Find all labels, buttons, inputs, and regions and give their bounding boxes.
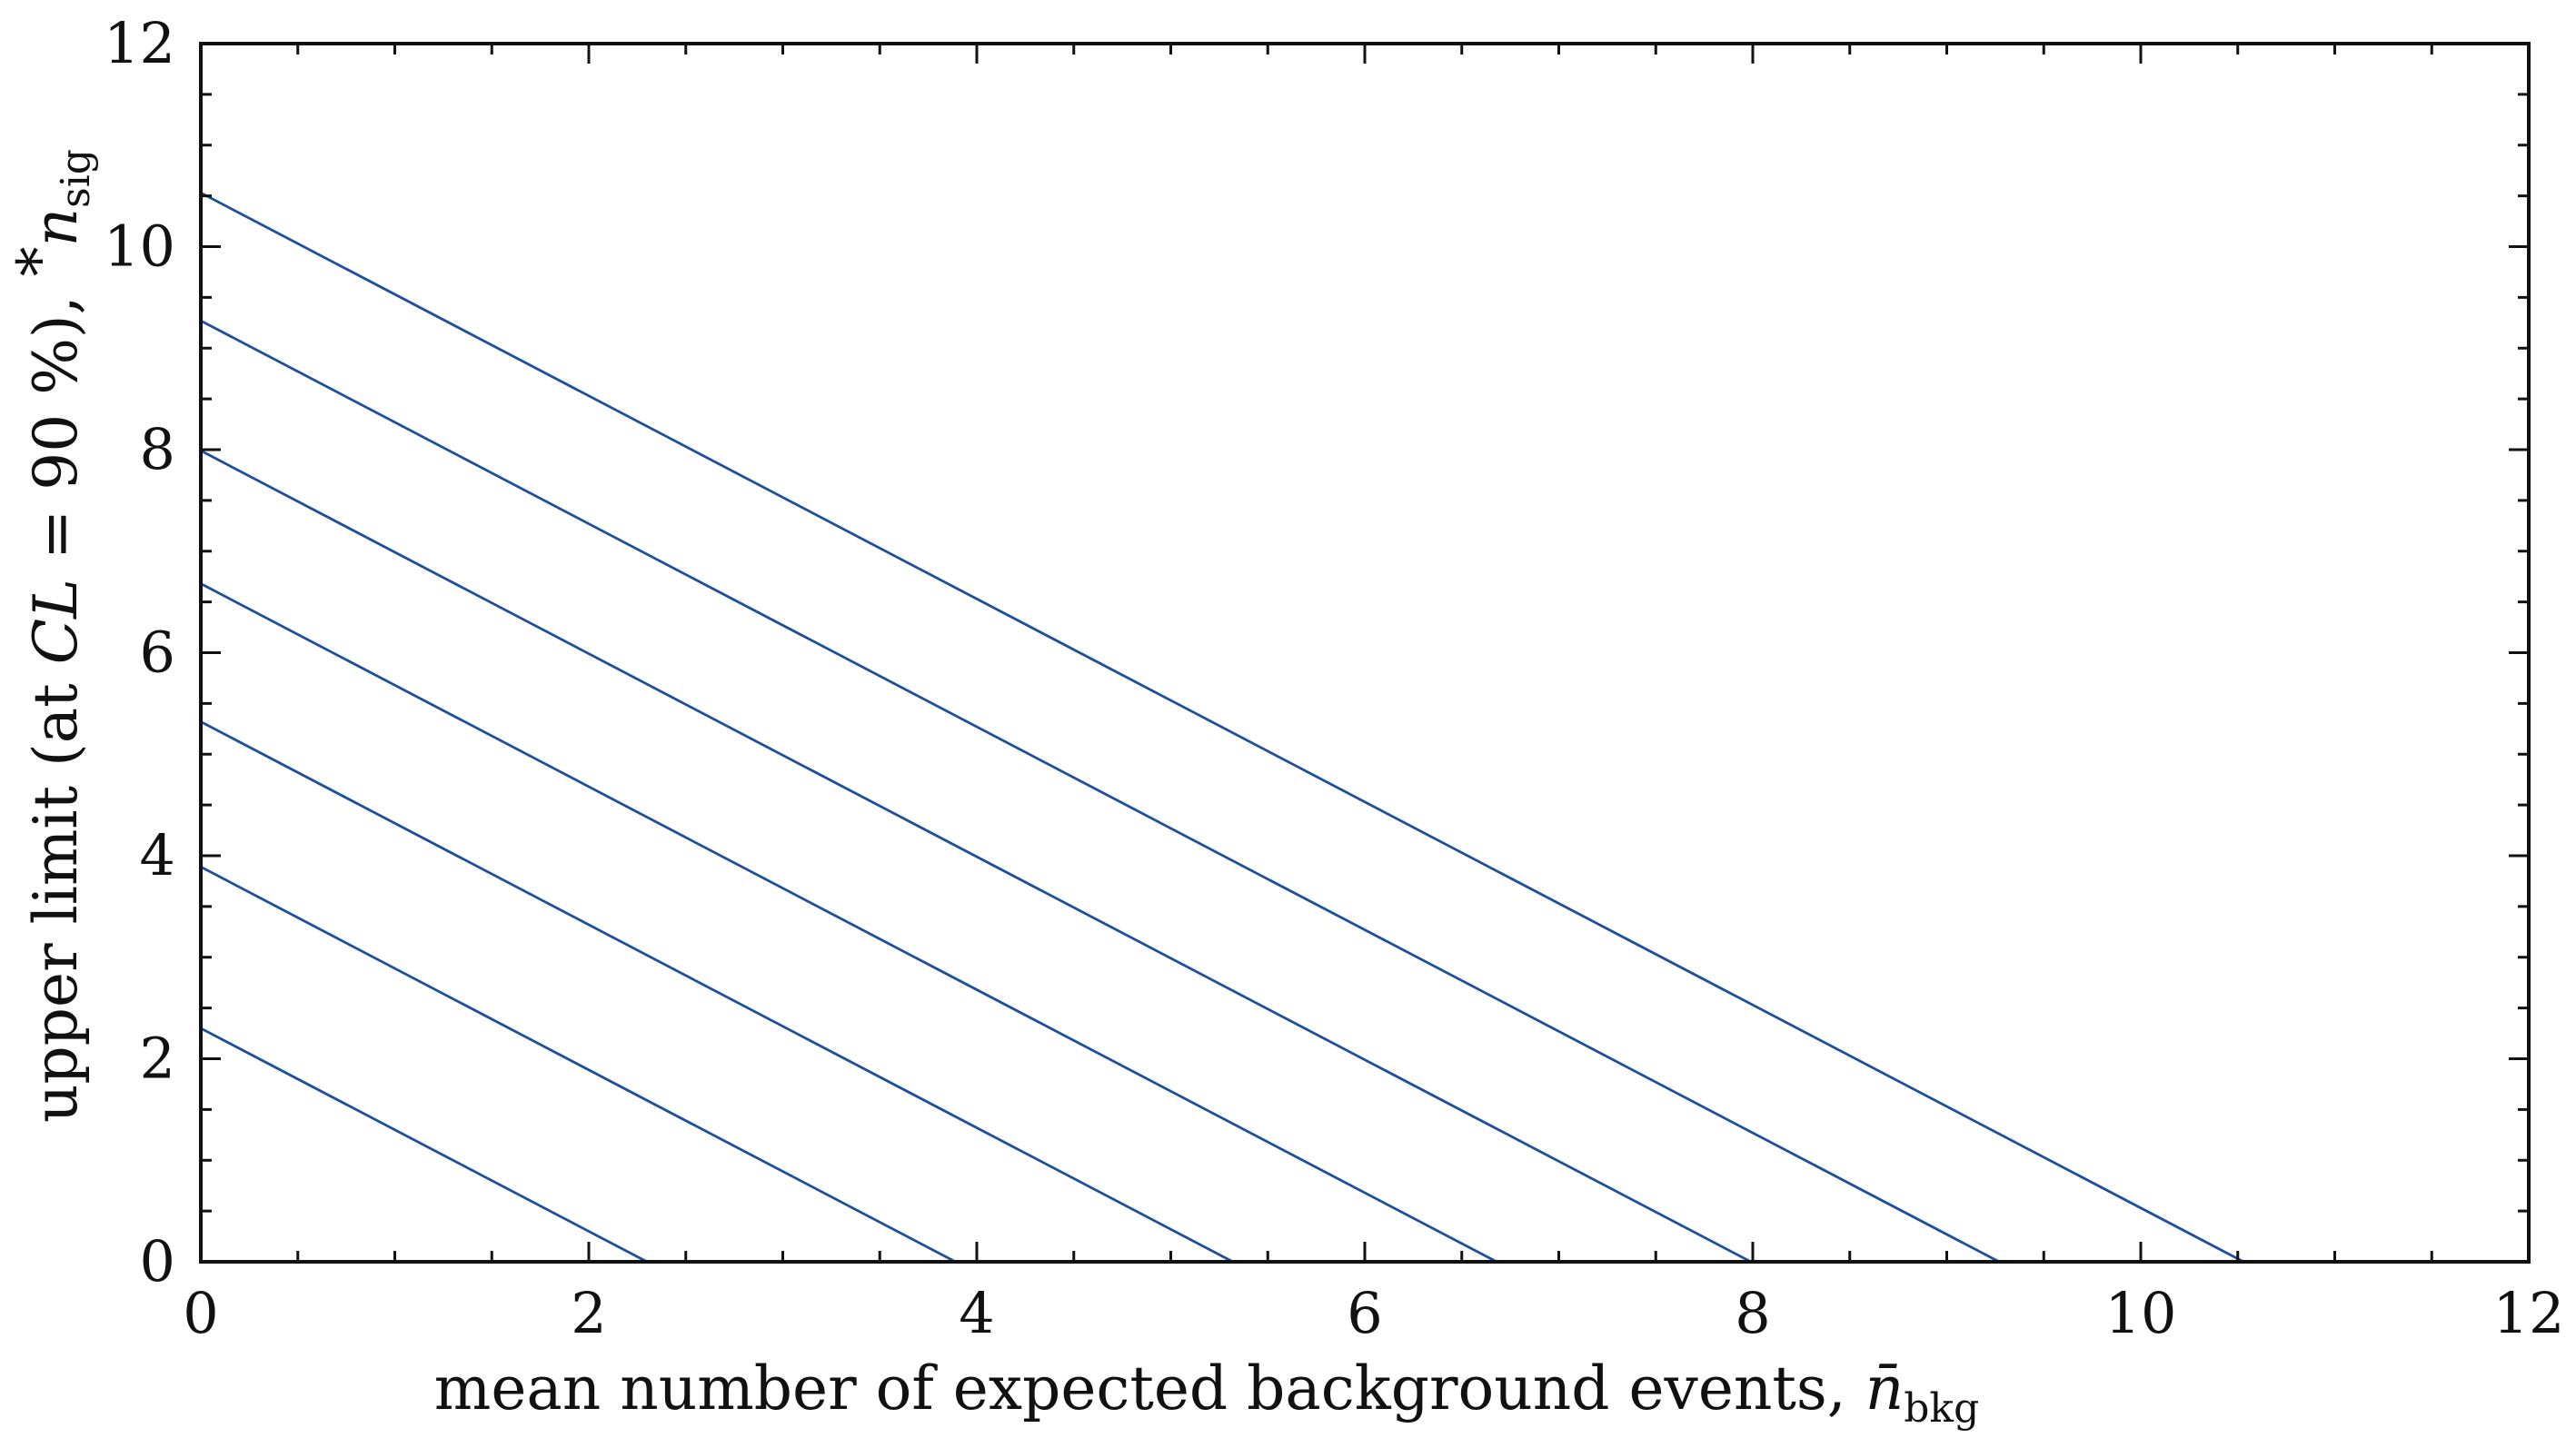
x-axis-label-subscript: bkg bbox=[1904, 1385, 1979, 1432]
x-axis-label-symbol: n̄ bbox=[1865, 1354, 1905, 1423]
x-tick-label: 2 bbox=[571, 1280, 606, 1346]
plot-frame bbox=[199, 42, 2531, 1264]
y-tick-label: 2 bbox=[140, 1026, 175, 1092]
x-axis-label-text: mean number of expected background event… bbox=[434, 1354, 1865, 1423]
series-layer bbox=[200, 192, 2244, 1264]
y-axis-label-cl-symbol: CL bbox=[21, 579, 91, 664]
x-tick-label: 12 bbox=[2493, 1280, 2565, 1346]
y-axis-label-subscript: sig bbox=[53, 149, 99, 208]
y-axis-label-star: * bbox=[5, 246, 75, 276]
series-line-1 bbox=[200, 1026, 648, 1264]
x-axis-label: mean number of expected background event… bbox=[434, 1354, 1980, 1432]
x-tick-label: 6 bbox=[1347, 1280, 1382, 1346]
x-tick-label: 4 bbox=[959, 1280, 994, 1346]
y-tick-label: 6 bbox=[140, 620, 175, 686]
y-axis-label-prefix: upper limit (at bbox=[21, 664, 91, 1123]
x-tick-label: 8 bbox=[1735, 1280, 1770, 1346]
y-axis-label-cl-value: = 90 %), bbox=[21, 276, 91, 579]
y-axis-label: upper limit (at CL = 90 %), *nsig bbox=[5, 149, 99, 1123]
series-line-2 bbox=[200, 866, 957, 1264]
y-tick-label: 10 bbox=[104, 213, 175, 280]
y-tick-label: 12 bbox=[104, 10, 175, 76]
series-line-5 bbox=[200, 449, 1752, 1264]
series-line-3 bbox=[200, 720, 1234, 1264]
y-axis-label-symbol: n bbox=[21, 208, 91, 247]
x-tick-label: 10 bbox=[2105, 1280, 2177, 1346]
series-line-4 bbox=[200, 582, 1497, 1264]
y-tick-label: 8 bbox=[140, 416, 175, 482]
series-line-7 bbox=[200, 192, 2244, 1264]
x-tick-label: 0 bbox=[183, 1280, 218, 1346]
tick-labels: 0 2 4 6 8 10 12 0 2 4 6 8 10 12 bbox=[104, 10, 2564, 1346]
y-tick-label: 0 bbox=[140, 1228, 175, 1294]
ticks-layer bbox=[199, 42, 2531, 1264]
y-tick-label: 4 bbox=[140, 822, 175, 888]
series-line-6 bbox=[200, 319, 2000, 1264]
